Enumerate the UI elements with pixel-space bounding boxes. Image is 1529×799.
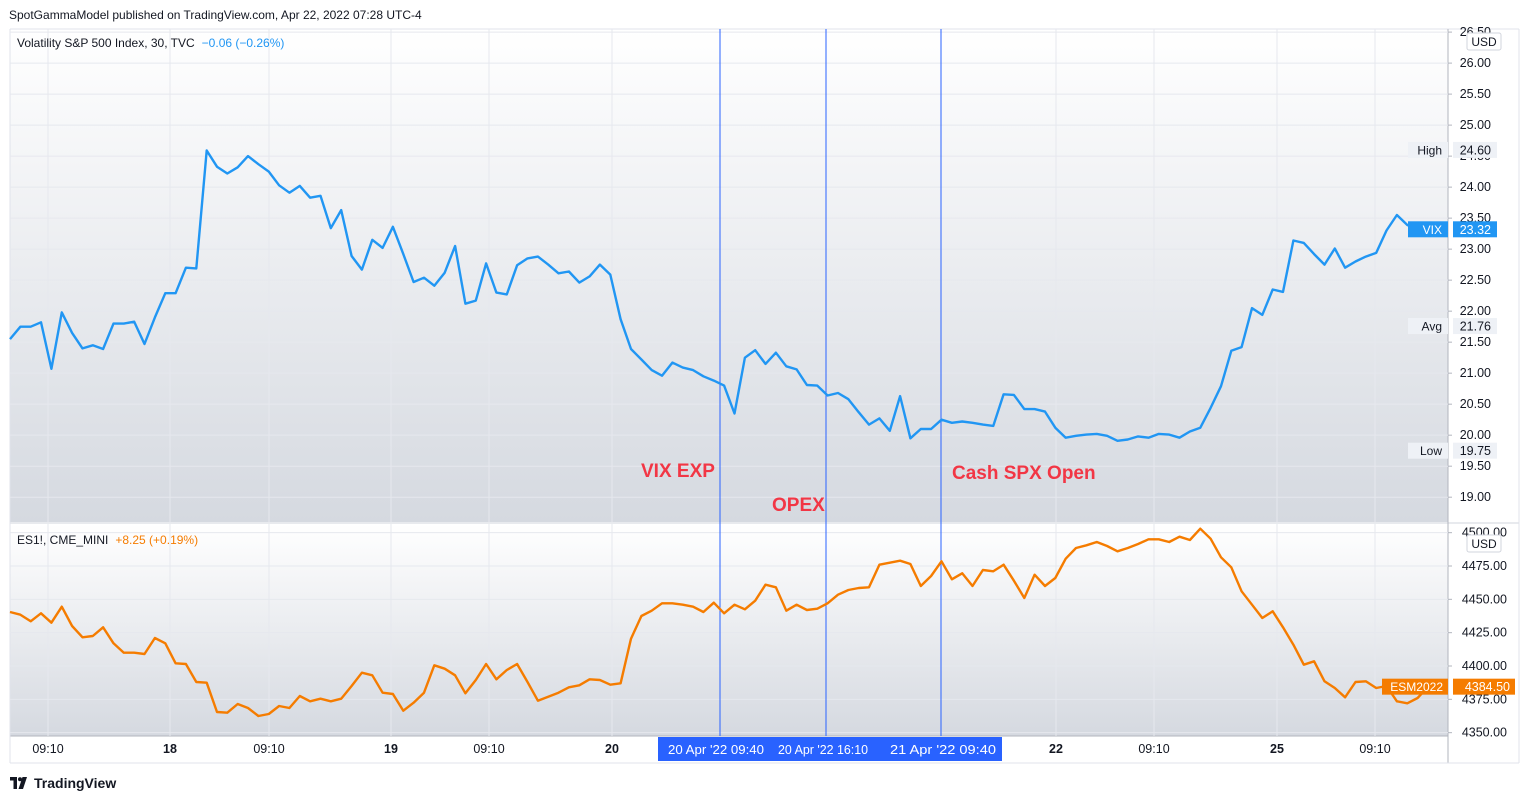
vix-y-tick-label: 25.00: [1460, 118, 1491, 132]
avg-price-label-tag: Avg: [1422, 320, 1442, 334]
vix-last-price-label-value: 23.32: [1460, 223, 1491, 237]
marker-time-label: 20 Apr '22 09:40: [668, 743, 764, 757]
vix-currency-badge-box: [1466, 32, 1502, 51]
es-series-line: [9, 527, 1429, 718]
es-last-value: 4384.50: [1465, 680, 1510, 694]
avg-price-label: Avg 21.76: [1408, 318, 1497, 335]
low-price-label-value-box: [1453, 442, 1497, 459]
x-tick-label: 09:10: [1138, 742, 1169, 756]
low-price-label-value: 19.75: [1460, 444, 1491, 458]
tradingview-logo-icon: [10, 777, 27, 789]
vix-last-price-label-value-box: [1453, 221, 1497, 238]
x-axis-selection-highlight: [658, 737, 1002, 761]
vix-y-tick-label: 22.00: [1460, 304, 1491, 318]
vix-last-price-label: VIX 23.32: [1408, 221, 1497, 238]
vix-last-price-label-tag-box: [1408, 221, 1448, 238]
tradingview-brand[interactable]: TradingView: [10, 773, 116, 793]
high-price-label-value-box: [1453, 141, 1497, 158]
es-legend-title: ES1!, CME_MINI: [17, 533, 108, 547]
publisher-header: SpotGammaModel published on TradingView.…: [9, 8, 422, 22]
low-price-label: Low 19.75: [1408, 442, 1497, 459]
vix-currency-badge[interactable]: USD: [1466, 32, 1502, 51]
vix-y-tick-label: 20.00: [1460, 428, 1491, 442]
annotation-opex: OPEX: [772, 495, 825, 516]
vix-y-tick-label: 22.50: [1460, 273, 1491, 287]
x-tick-label: 20: [605, 742, 619, 756]
es-last-price-label: ESM2022 4384.50: [1382, 678, 1515, 695]
x-tick-label: 18: [163, 742, 177, 756]
x-tick-label: 25: [1270, 742, 1284, 756]
annotation-cash-spx-open: Cash SPX Open: [952, 463, 1096, 484]
marker-time-label: 21 Apr '22 09:40: [890, 743, 996, 757]
annotation-vix-exp: VIX EXP: [641, 461, 715, 482]
es-currency-badge-box: [1466, 534, 1502, 553]
vix-last-price-label-tag: VIX: [1423, 223, 1442, 237]
vix-y-tick-label: 19.00: [1460, 490, 1491, 504]
es-currency-badge-label: USD: [1471, 537, 1497, 551]
vix-y-tick-label: 20.50: [1460, 397, 1491, 411]
vix-series-line: [9, 149, 1419, 442]
vix-y-tick-label: 19.50: [1460, 459, 1491, 473]
x-tick-label: 09:10: [473, 742, 504, 756]
tradingview-wordmark: TradingView: [34, 775, 117, 791]
es-y-tick-label: 4450.00: [1462, 592, 1507, 606]
low-price-label-tag-box: [1408, 442, 1448, 459]
vix-legend[interactable]: Volatility S&P 500 Index, 30, TVC −0.06 (…: [17, 36, 284, 50]
high-price-label-tag: High: [1417, 143, 1442, 157]
vix-y-tick-label: 26.00: [1460, 56, 1491, 70]
marker-time-label: 20 Apr '22 16:10: [778, 743, 868, 757]
es-currency-badge[interactable]: USD: [1466, 534, 1502, 553]
x-tick-label: 22: [1049, 742, 1063, 756]
es-value-box: [1453, 678, 1515, 695]
es-y-tick-label: 4475.00: [1462, 559, 1507, 573]
es-legend-change: +8.25 (+0.19%): [115, 533, 198, 547]
es-y-tick-label: 4375.00: [1462, 692, 1507, 706]
x-tick-label: 19: [384, 742, 398, 756]
es-y-tick-label: 4425.00: [1462, 626, 1507, 640]
vix-y-tick-label: 25.50: [1460, 87, 1491, 101]
vix-currency-badge-label: USD: [1471, 35, 1497, 49]
vix-y-tick-label: 21.00: [1460, 366, 1491, 380]
x-tick-label: 09:10: [253, 742, 284, 756]
x-tick-label: 09:10: [32, 742, 63, 756]
vix-legend-change: −0.06 (−0.26%): [202, 36, 285, 50]
avg-price-label-tag-box: [1408, 318, 1448, 335]
avg-price-label-value: 21.76: [1460, 320, 1491, 334]
vix-pane-background: [10, 29, 1448, 522]
es-symbol-tag: ESM2022: [1390, 680, 1443, 694]
x-tick-label: 09:10: [1359, 742, 1390, 756]
es-pane-background: [10, 524, 1448, 736]
vix-legend-title: Volatility S&P 500 Index, 30, TVC: [17, 36, 195, 50]
vix-y-tick-label: 24.00: [1460, 180, 1491, 194]
vix-y-tick-label: 21.50: [1460, 335, 1491, 349]
high-price-label-tag-box: [1408, 141, 1448, 158]
vix-y-tick-label: 23.00: [1460, 242, 1491, 256]
avg-price-label-value-box: [1453, 318, 1497, 335]
high-price-label: High 24.60: [1408, 141, 1497, 158]
es-legend[interactable]: ES1!, CME_MINI +8.25 (+0.19%): [17, 533, 198, 547]
es-y-tick-label: 4400.00: [1462, 659, 1507, 673]
low-price-label-tag: Low: [1420, 444, 1442, 458]
high-price-label-value: 24.60: [1460, 143, 1491, 157]
es-y-tick-label: 4350.00: [1462, 726, 1507, 740]
es-symbol-tag-box: [1382, 678, 1448, 695]
